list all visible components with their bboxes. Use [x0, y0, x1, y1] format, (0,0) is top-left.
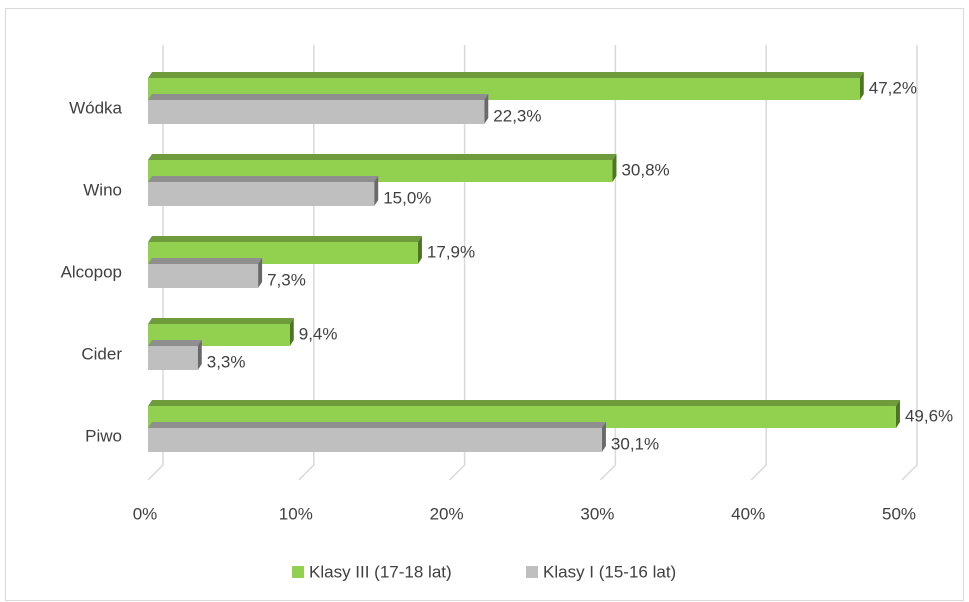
legend-label: Klasy III (17-18 lat) — [309, 562, 452, 581]
legend-swatch — [526, 566, 538, 578]
bar-front — [148, 182, 375, 206]
y-tick-label: Cider — [81, 344, 122, 363]
grid-line — [750, 45, 767, 481]
bar-top — [148, 400, 900, 406]
legend-label: Klasy I (15-16 lat) — [543, 562, 676, 581]
bar — [148, 340, 202, 370]
y-tick-label: Piwo — [85, 426, 122, 445]
x-tick-label: 0% — [133, 504, 158, 523]
data-label: 15,0% — [383, 188, 431, 207]
bar-side — [417, 236, 422, 264]
bar-top — [148, 236, 422, 242]
bar-side — [601, 422, 606, 452]
bar-top — [148, 318, 294, 324]
bar-top — [148, 94, 489, 100]
bar-front — [148, 100, 485, 124]
data-label: 17,9% — [427, 242, 475, 261]
bar-front — [148, 346, 198, 370]
data-label: 30,8% — [621, 160, 669, 179]
data-label: 22,3% — [493, 106, 541, 125]
grid-line — [901, 45, 918, 481]
bar-side — [289, 318, 294, 346]
grid-line — [599, 45, 617, 481]
grid-line — [449, 45, 466, 481]
bar-top — [148, 340, 202, 346]
bar-side — [374, 176, 379, 206]
legend-swatch — [292, 566, 304, 578]
bar-side — [197, 340, 202, 370]
x-tick-label: 40% — [731, 504, 765, 523]
bar-side — [484, 94, 489, 124]
bar-top — [148, 176, 379, 182]
bar-side — [859, 72, 864, 100]
y-tick-label: Alcopop — [61, 262, 122, 281]
y-tick-label: Wino — [83, 180, 122, 199]
data-label: 30,1% — [611, 434, 659, 453]
bar — [148, 422, 606, 452]
bar-top — [148, 258, 263, 264]
data-label: 3,3% — [207, 352, 246, 371]
data-label: 49,6% — [905, 406, 953, 425]
bar-side — [612, 154, 617, 182]
y-tick-label: Wódka — [69, 98, 122, 117]
x-tick-label: 30% — [580, 504, 614, 523]
bar-top — [148, 72, 864, 78]
data-label: 47,2% — [869, 78, 917, 97]
bar-side — [258, 258, 263, 288]
bar-front — [148, 264, 259, 288]
data-label: 7,3% — [267, 270, 306, 289]
x-tick-label: 20% — [430, 504, 464, 523]
bar — [148, 94, 489, 124]
bar-side — [895, 400, 900, 428]
x-tick-label: 10% — [279, 504, 313, 523]
bar — [148, 176, 379, 206]
bar — [148, 400, 900, 428]
data-label: 9,4% — [299, 324, 338, 343]
bar — [148, 258, 263, 288]
bar-top — [148, 422, 606, 428]
bar-top — [148, 154, 617, 160]
x-tick-label: 50% — [882, 504, 916, 523]
bar-front — [148, 428, 602, 452]
